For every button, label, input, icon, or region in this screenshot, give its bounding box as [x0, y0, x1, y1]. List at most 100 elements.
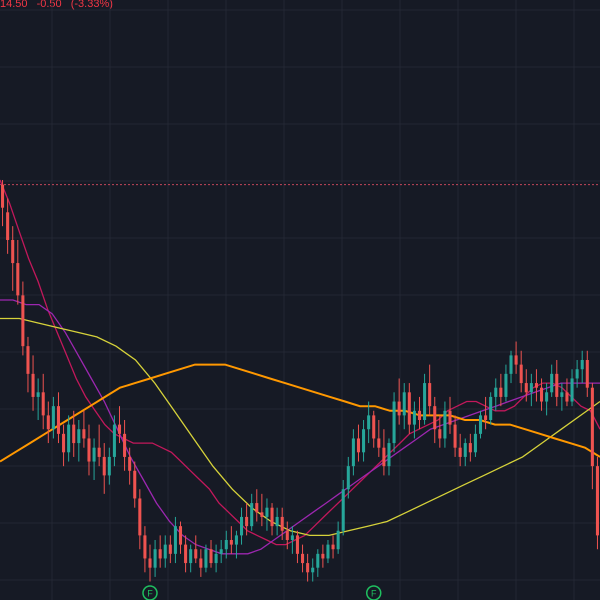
candle-body	[453, 424, 457, 448]
candle-body	[560, 392, 564, 397]
candle-body	[321, 553, 325, 559]
candle-body	[499, 387, 503, 397]
event-marker-label: F	[147, 589, 153, 599]
candle	[458, 433, 462, 467]
candle-body	[494, 387, 498, 397]
candle	[540, 378, 544, 411]
candle	[87, 424, 91, 476]
candle-body	[184, 544, 188, 564]
candle-body	[158, 549, 162, 559]
candle	[199, 549, 203, 577]
candle	[326, 540, 330, 564]
candle-body	[301, 553, 305, 564]
candle	[168, 535, 172, 564]
candle-body	[351, 438, 355, 467]
candle	[138, 489, 142, 550]
candle	[275, 507, 279, 536]
candle-body	[285, 530, 289, 540]
candle-body	[189, 549, 193, 564]
candle-body	[240, 516, 244, 536]
candle-body	[250, 503, 254, 527]
candle	[56, 392, 60, 444]
candle	[448, 396, 452, 434]
candle-body	[402, 392, 406, 416]
candle	[453, 415, 457, 457]
candle	[489, 392, 493, 425]
candle	[209, 540, 213, 568]
candle	[31, 355, 35, 411]
candle	[377, 420, 381, 457]
candle-body	[117, 424, 122, 434]
candle	[229, 526, 233, 554]
candle	[534, 369, 538, 402]
candle-body	[473, 433, 477, 453]
candle-body	[326, 544, 330, 559]
candle	[224, 530, 228, 559]
candle	[555, 360, 559, 407]
candle	[285, 521, 289, 550]
candle-body	[575, 369, 579, 379]
candle	[194, 535, 198, 564]
candle-body	[31, 373, 35, 397]
candle	[585, 350, 589, 397]
candle-body	[423, 383, 427, 420]
candle	[270, 503, 274, 536]
candle	[341, 480, 345, 536]
candle-body	[448, 410, 452, 425]
candle-body	[36, 392, 40, 397]
candle-body	[504, 373, 508, 397]
candle	[1, 180, 5, 227]
candle	[306, 553, 310, 582]
candle-body	[46, 415, 50, 430]
candle	[77, 420, 81, 462]
candle	[387, 438, 391, 476]
candle	[433, 396, 437, 444]
candle-body	[148, 558, 152, 568]
candle-body	[128, 456, 132, 471]
candle-body	[570, 378, 574, 402]
candle	[397, 378, 401, 425]
candle-body	[21, 295, 25, 347]
candle-body	[87, 438, 91, 462]
candle-body	[362, 429, 366, 453]
candle	[295, 530, 299, 564]
candle-body	[524, 383, 528, 393]
candle	[529, 373, 533, 407]
candle	[6, 198, 10, 254]
candle	[565, 378, 569, 407]
candle-body	[565, 392, 569, 402]
candle-body	[392, 401, 396, 444]
candle	[245, 503, 249, 536]
candle	[16, 240, 20, 305]
candle	[311, 558, 315, 582]
candle-body	[346, 466, 350, 490]
candle-body	[234, 535, 238, 545]
candle-body	[595, 466, 599, 536]
candles	[1, 180, 599, 582]
candle-body	[97, 447, 101, 457]
candle-body	[214, 553, 218, 564]
price-change-pct: (-3.33%)	[70, 0, 113, 10]
candle	[484, 396, 488, 430]
candle	[372, 410, 376, 448]
candle	[494, 378, 498, 411]
candle-body	[178, 526, 183, 545]
candle	[290, 526, 294, 554]
candle	[128, 447, 132, 485]
candle	[82, 410, 86, 448]
candle-body	[550, 373, 554, 393]
candle	[41, 373, 45, 430]
candle	[163, 535, 167, 568]
candle-body	[387, 443, 391, 467]
candle	[280, 507, 284, 540]
candle-body	[102, 456, 106, 476]
candle	[438, 415, 442, 448]
candle	[92, 438, 96, 480]
candle	[189, 544, 193, 573]
candle	[382, 429, 386, 476]
candle-body	[311, 567, 315, 573]
candle-body	[316, 553, 320, 568]
candle-body	[290, 535, 294, 540]
candle-body	[163, 544, 167, 559]
